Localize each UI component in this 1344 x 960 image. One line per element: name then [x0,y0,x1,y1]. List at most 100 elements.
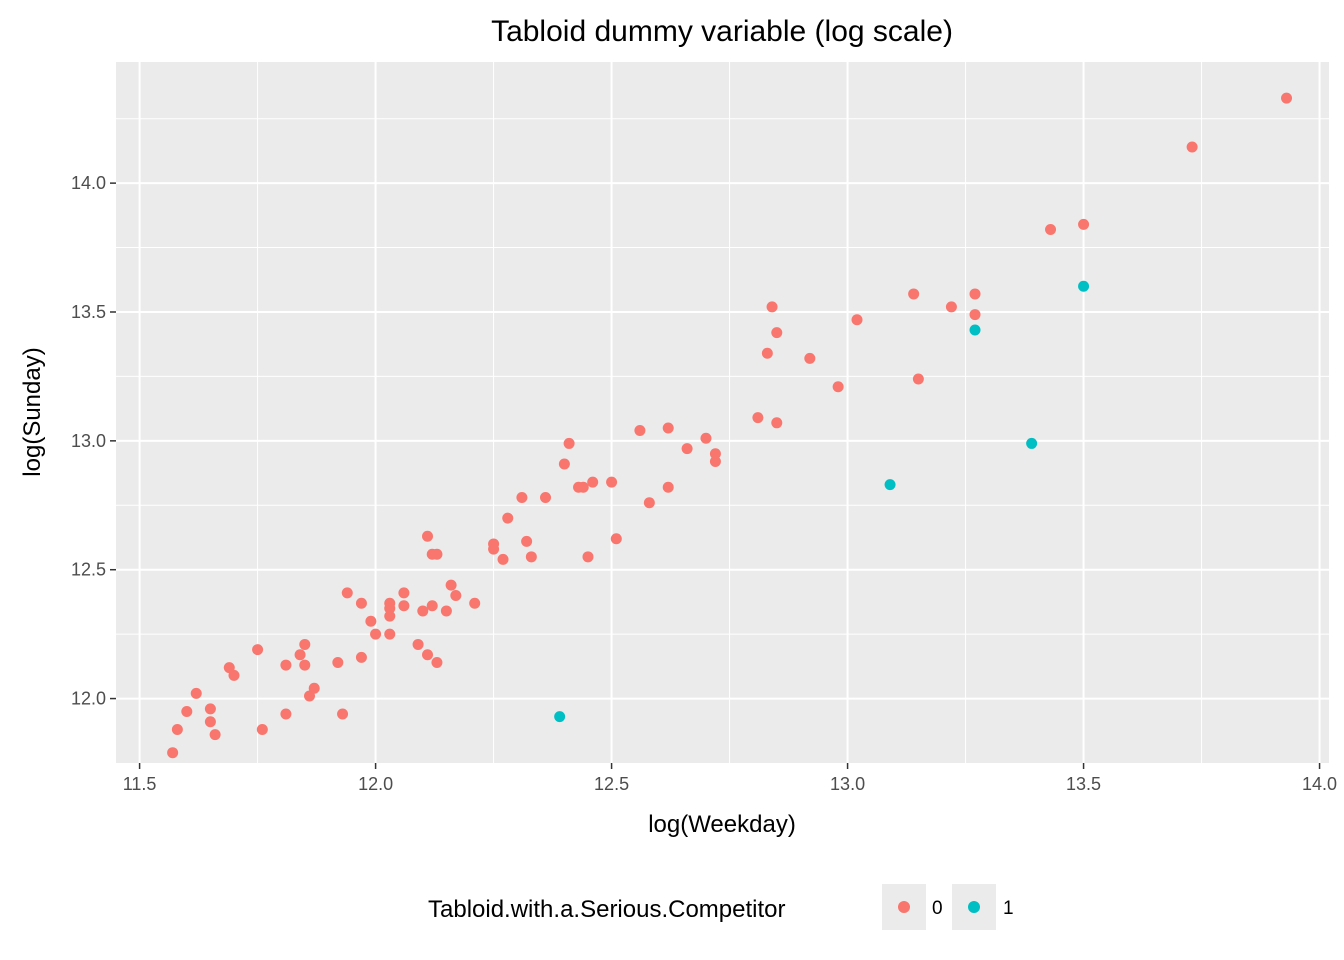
y-tick-label: 12.0 [71,689,106,709]
data-point-group-0 [1078,218,1090,230]
y-axis: 12.0 12.5 13.0 13.5 14.0 [71,173,116,709]
data-point-group-0 [308,682,320,694]
data-point-group-0 [1045,224,1057,236]
data-point-group-0 [422,530,434,542]
data-point-group-0 [299,659,311,671]
legend-label-0: 0 [932,898,943,919]
data-point-group-0 [662,422,674,434]
data-point-group-0 [832,381,844,393]
data-point-group-0 [209,729,221,741]
data-point-group-0 [355,651,367,663]
data-point-group-0 [662,481,674,493]
data-point-group-0 [294,649,306,661]
data-point-group-0 [280,708,292,720]
data-point-group-0 [469,597,481,609]
data-point-group-0 [204,703,216,715]
data-point-group-0 [851,314,863,326]
data-point-group-1 [554,711,566,723]
x-axis: 11.5 12.0 12.5 13.0 13.5 14.0 [123,763,1337,794]
data-point-group-0 [228,669,240,681]
data-point-group-0 [969,288,981,300]
data-point-group-0 [540,492,552,504]
data-point-group-0 [384,610,396,622]
data-point-group-0 [1186,141,1198,153]
data-point-group-0 [497,553,509,565]
data-point-group-0 [422,649,434,661]
data-point-group-0 [370,628,382,640]
data-point-group-0 [181,705,193,717]
data-point-group-0 [912,373,924,385]
legend: Tabloid.with.a.Serious.Competitor 0 1 [428,884,1014,930]
data-point-group-0 [502,512,514,524]
data-point-group-0 [488,543,500,555]
legend-title: Tabloid.with.a.Serious.Competitor [428,896,786,923]
data-point-group-0 [752,412,764,424]
y-tick-label: 14.0 [71,173,106,193]
data-point-group-0 [521,535,533,547]
data-point-group-0 [634,425,646,437]
data-point-group-0 [171,723,183,735]
data-point-group-0 [299,638,311,650]
data-point-group-1 [1078,280,1090,292]
data-point-group-0 [516,492,528,504]
data-point-group-0 [450,589,462,601]
data-point-group-0 [804,352,816,364]
data-point-group-0 [417,605,429,617]
grid-minor [116,62,1329,763]
data-point-group-0 [431,548,443,560]
data-point-group-0 [563,437,575,449]
x-tick-label: 11.5 [123,774,157,794]
data-point-group-0 [525,551,537,563]
data-point-group-0 [771,417,783,429]
data-point-group-0 [969,309,981,321]
data-point-group-0 [355,597,367,609]
data-point-group-0 [256,723,268,735]
data-point-group-0 [761,347,773,359]
data-point-group-0 [1281,92,1293,104]
data-point-group-0 [766,301,778,313]
data-point-group-0 [606,476,618,488]
data-point-group-0 [398,587,410,599]
data-point-group-0 [384,602,396,614]
data-point-group-0 [582,551,594,563]
data-point-group-0 [643,497,655,509]
data-point-group-0 [709,455,721,467]
grid-major [116,62,1329,763]
legend-marker-0 [898,901,910,913]
data-point-group-0 [610,533,622,545]
data-point-group-1 [884,479,896,491]
data-points [167,92,1293,759]
data-point-group-1 [1026,437,1038,449]
data-point-group-0 [908,288,920,300]
data-point-group-0 [587,476,599,488]
y-tick-label: 13.0 [71,431,106,451]
data-point-group-0 [365,615,377,627]
data-point-group-0 [709,448,721,460]
data-point-group-0 [945,301,957,313]
data-point-group-0 [280,659,292,671]
data-point-group-0 [440,605,452,617]
data-point-group-0 [190,687,202,699]
data-point-group-0 [398,600,410,612]
x-tick-label: 14.0 [1302,774,1337,794]
data-point-group-0 [337,708,349,720]
data-point-group-0 [412,638,424,650]
data-point-group-0 [341,587,353,599]
data-point-group-0 [252,644,264,656]
data-point-group-0 [426,600,438,612]
data-point-group-0 [332,656,344,668]
data-point-group-0 [558,458,570,470]
y-tick-label: 13.5 [71,302,106,322]
x-tick-label: 12.5 [594,774,629,794]
data-point-group-0 [204,716,216,728]
plot-panel [116,62,1329,763]
legend-label-1: 1 [1003,898,1014,919]
data-point-group-1 [969,324,981,336]
data-point-group-0 [700,432,712,444]
y-tick-label: 12.5 [71,560,106,580]
x-tick-label: 12.0 [358,774,393,794]
data-point-group-0 [445,579,457,591]
legend-marker-1 [968,901,980,913]
data-point-group-0 [431,656,443,668]
